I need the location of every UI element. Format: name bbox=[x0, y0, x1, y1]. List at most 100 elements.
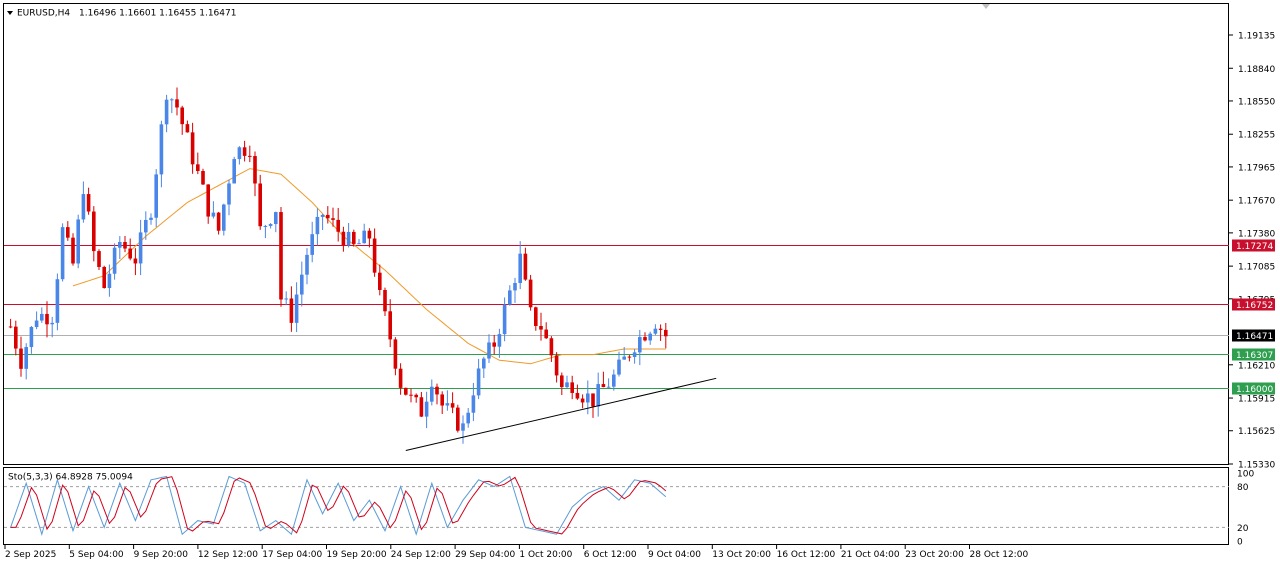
bear-candle bbox=[331, 218, 335, 220]
price-axis[interactable]: 1.19135 1.18840 1.18550 1.18255 1.17965 1.176… bbox=[1229, 32, 1275, 471]
bull-candle bbox=[320, 214, 325, 217]
bull-candle bbox=[284, 298, 288, 300]
chart-shift-marker[interactable] bbox=[982, 4, 990, 9]
bear-candle bbox=[658, 328, 663, 330]
bull-candle bbox=[487, 342, 491, 359]
bull-candle bbox=[154, 174, 158, 218]
level-price-label: 1.16752 bbox=[1236, 301, 1273, 311]
bull-candle bbox=[112, 247, 117, 274]
price-tick-label: 1.17085 bbox=[1238, 263, 1275, 273]
level-price-label: 1.16000 bbox=[1236, 385, 1273, 395]
bull-candle bbox=[294, 294, 299, 323]
candles-layer bbox=[8, 87, 668, 444]
bull-candle bbox=[222, 204, 226, 231]
stochastic-main-line bbox=[10, 475, 667, 536]
bear-candle bbox=[97, 251, 101, 267]
price-tick-label: 1.17380 bbox=[1238, 229, 1275, 239]
bear-candle bbox=[528, 279, 533, 308]
price-tick-label: 1.17965 bbox=[1238, 163, 1275, 173]
level-price-label: 1.16307 bbox=[1236, 351, 1273, 361]
level-price-tag bbox=[1232, 298, 1275, 311]
symbol-menu-icon[interactable] bbox=[7, 11, 13, 15]
bear-candle bbox=[544, 329, 548, 339]
bear-candle bbox=[534, 307, 538, 327]
bear-candle bbox=[388, 311, 392, 340]
time-tick-label: 9 Oct 04:00 bbox=[648, 550, 701, 560]
bear-candle bbox=[580, 398, 585, 403]
bear-candle bbox=[570, 382, 574, 393]
moving-average-line bbox=[72, 168, 666, 365]
bull-candle bbox=[274, 212, 278, 225]
bear-candle bbox=[248, 155, 252, 157]
bear-candle bbox=[216, 212, 221, 231]
bear-candle bbox=[175, 99, 179, 108]
bear-candle bbox=[279, 212, 283, 300]
bull-candle bbox=[144, 219, 148, 233]
bull-candle bbox=[638, 337, 642, 353]
bull-candle bbox=[445, 403, 450, 406]
time-axis[interactable]: 2 Sep 2025 5 Sep 04:00 9 Sep 20:00 12 Sep 1… bbox=[4, 545, 1028, 560]
bear-candle bbox=[352, 231, 356, 244]
bull-candle bbox=[211, 212, 216, 217]
symbol-label: EURUSD,H4 bbox=[17, 9, 70, 19]
bear-candle bbox=[414, 394, 418, 398]
bear-candle bbox=[258, 183, 262, 227]
bull-candle bbox=[232, 159, 236, 184]
bear-candle bbox=[440, 394, 444, 406]
bull-candle bbox=[653, 328, 658, 334]
time-tick-label: 5 Sep 04:00 bbox=[69, 550, 124, 560]
bull-candle bbox=[482, 358, 486, 369]
bear-candle bbox=[383, 289, 387, 312]
bear-candle bbox=[664, 329, 668, 337]
bull-candle bbox=[268, 224, 273, 226]
bear-candle bbox=[393, 339, 398, 369]
level-price-tag bbox=[1232, 239, 1275, 252]
bear-candle bbox=[560, 375, 564, 388]
time-tick-label: 12 Sep 12:00 bbox=[198, 550, 258, 560]
bear-candle bbox=[367, 230, 372, 239]
bear-candle bbox=[190, 132, 195, 165]
bear-candle bbox=[523, 253, 528, 280]
time-tick-label: 1 Oct 20:00 bbox=[519, 550, 572, 560]
stochastic-axis: 100 80 20 0 bbox=[1237, 470, 1254, 548]
bear-candle bbox=[591, 393, 595, 407]
price-levels-layer bbox=[4, 245, 1229, 389]
bear-candle bbox=[450, 403, 455, 408]
bull-candle bbox=[518, 253, 522, 283]
time-tick-label: 21 Oct 04:00 bbox=[841, 550, 900, 560]
level-price-tag bbox=[1232, 348, 1275, 361]
bull-candle bbox=[227, 183, 231, 205]
bull-candle bbox=[596, 384, 600, 407]
bear-candle bbox=[539, 326, 543, 330]
price-tick-label: 1.15330 bbox=[1238, 461, 1275, 471]
bull-candle bbox=[300, 274, 304, 295]
bear-candle bbox=[86, 194, 91, 212]
bear-candle bbox=[326, 214, 330, 219]
stochastic-tick-label: 80 bbox=[1237, 483, 1249, 493]
stochastic-layer bbox=[4, 475, 1229, 536]
bear-candle bbox=[128, 248, 132, 259]
bull-candle bbox=[424, 401, 429, 417]
bull-candle bbox=[362, 230, 366, 244]
bull-candle bbox=[149, 217, 153, 220]
stochastic-tick-label: 0 bbox=[1237, 538, 1243, 548]
moving-average-layer bbox=[72, 168, 666, 365]
bear-candle bbox=[341, 231, 346, 246]
bear-candle bbox=[419, 397, 424, 417]
indicator-panel-frame bbox=[3, 467, 1229, 545]
time-tick-label: 6 Oct 12:00 bbox=[584, 550, 637, 560]
bull-candle bbox=[29, 327, 34, 348]
time-tick-label: 16 Oct 12:00 bbox=[777, 550, 836, 560]
bull-candle bbox=[40, 313, 44, 321]
stochastic-tick-label: 100 bbox=[1237, 470, 1254, 480]
bear-candle bbox=[102, 266, 106, 288]
price-tick-label: 1.15625 bbox=[1238, 427, 1275, 437]
bull-candle bbox=[107, 273, 112, 288]
bull-candle bbox=[357, 243, 361, 245]
bull-candle bbox=[502, 304, 507, 335]
bull-candle bbox=[513, 282, 517, 291]
bull-candle bbox=[81, 194, 86, 220]
bear-candle bbox=[601, 384, 606, 388]
